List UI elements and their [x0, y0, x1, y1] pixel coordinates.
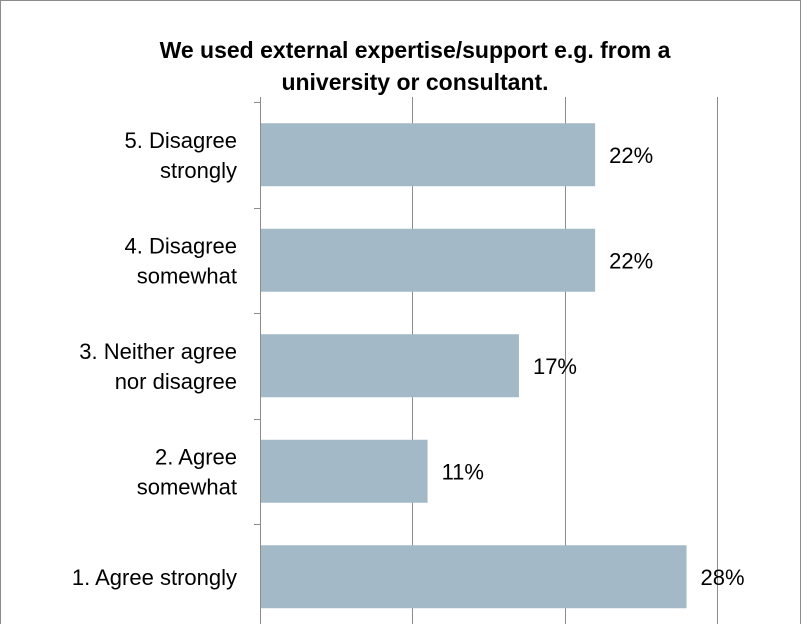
- data-label: 28%: [701, 565, 745, 590]
- chart-title-line-2: university or consultant.: [281, 69, 549, 95]
- category-label: 3. Neither agree: [79, 339, 237, 364]
- data-label: 11%: [442, 459, 484, 484]
- bar: [261, 228, 596, 292]
- chart-title-line-1: We used external expertise/support e.g. …: [159, 37, 671, 63]
- category-label: 4. Disagree: [124, 233, 237, 258]
- category-label: 5. Disagree: [124, 128, 237, 153]
- category-label: strongly: [160, 158, 237, 183]
- chart-title: We used external expertise/support e.g. …: [60, 34, 770, 98]
- bar: [261, 334, 519, 398]
- bar: [261, 123, 596, 187]
- data-label: 22%: [609, 143, 653, 168]
- category-label: 1. Agree strongly: [72, 565, 237, 590]
- bar: [261, 545, 687, 609]
- category-label: nor disagree: [115, 369, 237, 394]
- category-label: 2. Agree: [155, 444, 237, 469]
- category-label: somewhat: [137, 474, 237, 499]
- bar: [261, 439, 428, 503]
- category-label: somewhat: [137, 263, 237, 288]
- data-label: 22%: [609, 248, 653, 273]
- data-label: 17%: [533, 354, 577, 379]
